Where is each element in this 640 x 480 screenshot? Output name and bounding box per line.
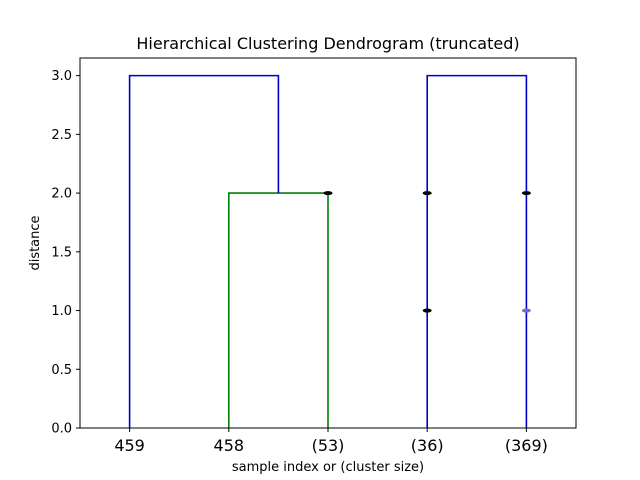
y-axis: 0.0 0.5 1.0 1.5 2.0 2.5 3.0 [51, 69, 80, 437]
chart-title: Hierarchical Clustering Dendrogram (trun… [136, 34, 519, 53]
y-tick-label: 1.0 [51, 304, 72, 319]
leaf-label: (36) [411, 436, 444, 455]
top-link-right [426, 74, 528, 428]
y-tick-label: 2.0 [51, 187, 72, 202]
truncation-marker-3 [521, 191, 531, 196]
leaf-label: (369) [505, 436, 548, 455]
y-axis-label: distance [28, 215, 43, 270]
y-tick-label: 0.5 [51, 363, 72, 378]
plot-area [128, 74, 531, 428]
y-tick-label: 3.0 [51, 69, 72, 84]
y-tick-label: 2.5 [51, 128, 72, 143]
green-cluster-link [228, 192, 329, 428]
top-link-left [128, 74, 280, 428]
truncation-marker-0 [323, 191, 333, 196]
truncation-marker-2 [422, 308, 432, 313]
y-tick-label: 1.5 [51, 245, 72, 260]
x-axis: 459 458 (53) (36) (369) [114, 428, 548, 455]
truncation-marker-4 [521, 308, 531, 313]
x-axis-label: sample index or (cluster size) [232, 460, 424, 475]
y-tick-label: 0.0 [51, 422, 72, 437]
truncation-marker-1 [422, 191, 432, 196]
leaf-label: (53) [312, 436, 345, 455]
leaf-label: 459 [114, 436, 145, 455]
leaf-label: 458 [214, 436, 245, 455]
